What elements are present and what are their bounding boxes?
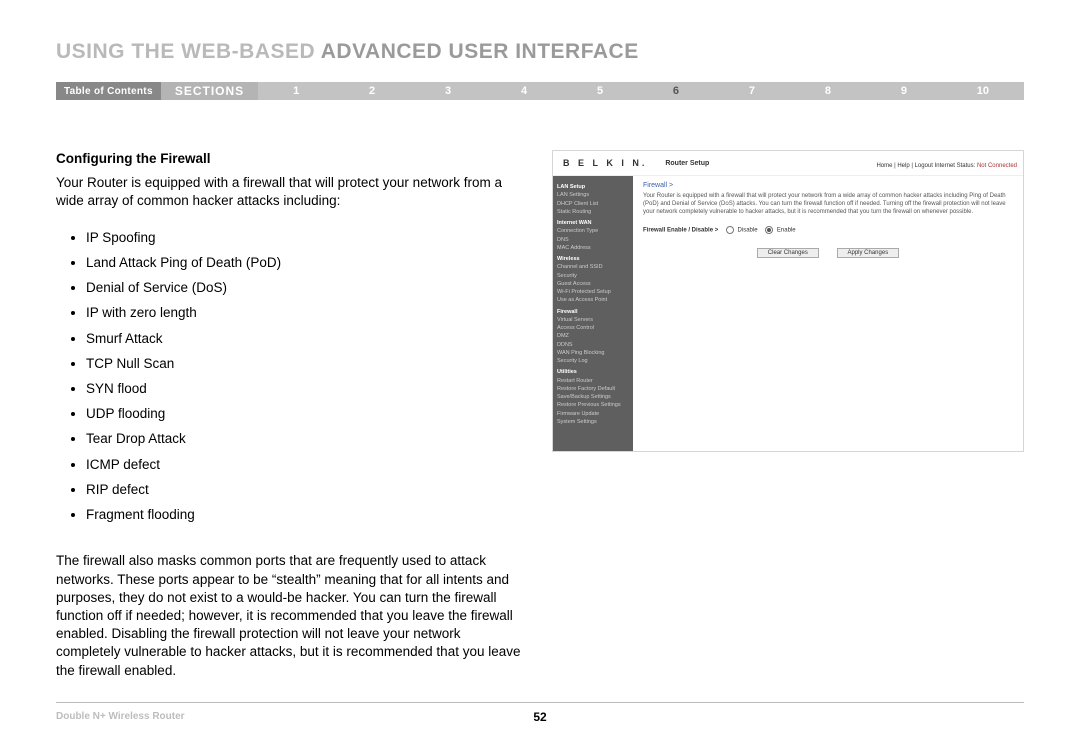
router-title: Router Setup [665,160,709,167]
list-item: SYN flood [86,380,528,398]
section-link-1[interactable]: 1 [293,85,299,97]
list-item: UDP flooding [86,405,528,423]
section-link-4[interactable]: 4 [521,85,527,97]
right-column: B E L K I N. Router Setup Home | Help | … [552,150,1024,698]
list-item: RIP defect [86,481,528,499]
sidebar-item[interactable]: Restart Router [557,377,629,385]
clear-changes-button[interactable]: Clear Changes [757,248,819,258]
sidebar-item[interactable]: DMZ [557,332,629,340]
sidebar-item[interactable]: DDNS [557,341,629,349]
sidebar-item[interactable]: WAN Ping Blocking [557,349,629,357]
router-description: Your Router is equipped with a firewall … [643,193,1013,216]
title-prefix: USING THE WEB-BASED [56,40,315,63]
list-item: IP Spoofing [86,229,528,247]
enable-label: Enable [777,228,796,234]
sidebar-item[interactable]: System Settings [557,418,629,426]
product-name: Double N+ Wireless Router [56,711,185,722]
sidebar-item[interactable]: Save/Backup Settings [557,393,629,401]
status-links[interactable]: Home | Help | Logout Internet Status: [876,163,977,169]
section-link-9[interactable]: 9 [901,85,907,97]
section-link-3[interactable]: 3 [445,85,451,97]
section-navbar: Table of Contents SECTIONS 1 2 3 4 5 6 7 8 9 10 [56,82,1024,100]
list-item: ICMP defect [86,456,528,474]
router-main: Firewall > Your Router is equipped with … [633,176,1023,452]
page-footer: Double N+ Wireless Router 52 [56,702,1024,722]
sidebar-item[interactable]: Use as Access Point [557,296,629,304]
router-breadcrumb: Firewall > [643,182,1013,189]
section-numbers: 1 2 3 4 5 6 7 8 9 10 [258,82,1024,100]
list-item: Land Attack Ping of Death (PoD) [86,254,528,272]
sidebar-head[interactable]: Firewall [557,308,629,316]
sidebar-item[interactable]: Wi-Fi Protected Setup [557,288,629,296]
router-screenshot: B E L K I N. Router Setup Home | Help | … [552,150,1024,452]
sidebar-item[interactable]: Access Control [557,324,629,332]
firewall-option-row: Firewall Enable / Disable > Disable Enab… [643,226,1013,234]
sidebar-item[interactable]: Channel and SSID [557,263,629,271]
list-item: Tear Drop Attack [86,430,528,448]
status-value: Not Connected [977,163,1017,169]
toc-link[interactable]: Table of Contents [56,82,161,100]
attacks-list: IP Spoofing Land Attack Ping of Death (Po… [56,229,528,525]
section-subhead: Configuring the Firewall [56,150,528,168]
router-status: Home | Help | Logout Internet Status: No… [876,163,1017,169]
sidebar-item[interactable]: DHCP Client List [557,200,629,208]
sections-label: SECTIONS [161,82,258,100]
section-link-2[interactable]: 2 [369,85,375,97]
page-number: 52 [533,710,546,724]
sidebar-item[interactable]: Guest Access [557,280,629,288]
list-item: IP with zero length [86,304,528,322]
closing-paragraph: The firewall also masks common ports tha… [56,552,528,680]
disable-label: Disable [738,228,758,234]
sidebar-item[interactable]: Connection Type [557,227,629,235]
sidebar-item[interactable]: DNS [557,236,629,244]
sidebar-item[interactable]: Restore Previous Settings [557,401,629,409]
left-column: Configuring the Firewall Your Router is … [56,150,528,698]
list-item: Denial of Service (DoS) [86,279,528,297]
list-item: Fragment flooding [86,506,528,524]
sidebar-item[interactable]: MAC Address [557,244,629,252]
section-link-6[interactable]: 6 [673,85,679,97]
sidebar-item[interactable]: LAN Settings [557,191,629,199]
intro-paragraph: Your Router is equipped with a firewall … [56,174,528,210]
sidebar-item[interactable]: Security [557,272,629,280]
firewall-option-label: Firewall Enable / Disable > [643,228,718,234]
enable-radio[interactable] [765,226,773,234]
sidebar-head[interactable]: Internet WAN [557,219,629,227]
title-suffix: ADVANCED USER INTERFACE [315,40,639,63]
sidebar-head[interactable]: Utilities [557,368,629,376]
sidebar-head[interactable]: Wireless [557,255,629,263]
sidebar-item[interactable]: Firmware Update [557,410,629,418]
section-link-7[interactable]: 7 [749,85,755,97]
list-item: TCP Null Scan [86,355,528,373]
section-link-8[interactable]: 8 [825,85,831,97]
sidebar-item[interactable]: Static Routing [557,208,629,216]
router-logo: B E L K I N. [563,158,647,168]
sidebar-head[interactable]: LAN Setup [557,183,629,191]
apply-changes-button[interactable]: Apply Changes [837,248,900,258]
section-link-10[interactable]: 10 [977,85,989,97]
disable-radio[interactable] [726,226,734,234]
router-sidebar: LAN SetupLAN SettingsDHCP Client ListSta… [553,176,633,452]
page-title: USING THE WEB-BASED ADVANCED USER INTERF… [56,40,1024,64]
sidebar-item[interactable]: Restore Factory Default [557,385,629,393]
sidebar-item[interactable]: Security Log [557,357,629,365]
section-link-5[interactable]: 5 [597,85,603,97]
list-item: Smurf Attack [86,330,528,348]
sidebar-item[interactable]: Virtual Servers [557,316,629,324]
